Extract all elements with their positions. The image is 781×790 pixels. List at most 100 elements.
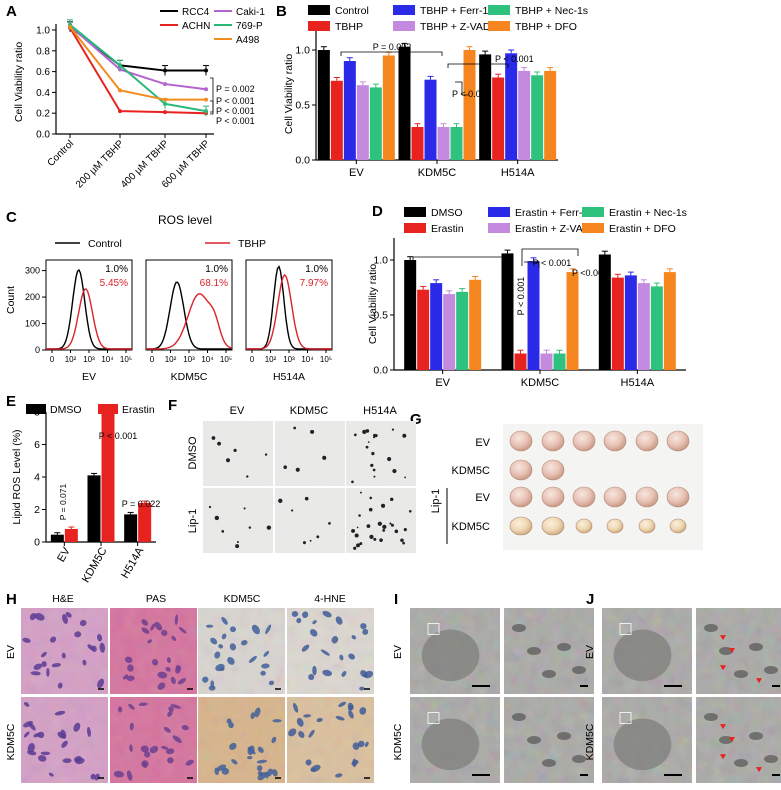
nucleus <box>99 642 105 653</box>
mitochondrion <box>557 732 571 740</box>
bar-tbhp-dfo-ev <box>382 55 395 160</box>
ytick-label: 0.0 <box>295 155 310 167</box>
tem-zoom-box <box>427 623 440 635</box>
hist-xtick-label: 10⁵ <box>120 355 132 364</box>
nucleus <box>228 721 234 729</box>
colony-dot <box>354 533 359 538</box>
hist-xtick-label: 0 <box>250 355 255 364</box>
nucleus <box>126 675 135 682</box>
nucleus <box>113 770 125 778</box>
colony-dot <box>387 456 392 462</box>
nucleus <box>210 637 218 645</box>
xtick-label-h514a: H514A <box>119 545 147 581</box>
nucleus <box>50 636 57 643</box>
bar-tbhp-ferr-1-h514a <box>505 53 518 160</box>
hist-xtick-label: 10² <box>65 355 77 364</box>
bar-tbhp-h514a <box>492 77 505 160</box>
legend-label-erastin-nec-1s: Erastin + Nec-1s <box>609 207 687 219</box>
ytick-label: 0.6 <box>36 67 50 78</box>
colony-dot <box>356 526 359 529</box>
colony-dot <box>246 475 249 478</box>
nucleus <box>40 751 51 756</box>
colony-dot <box>372 468 376 472</box>
bar-dmso-ev <box>50 534 64 542</box>
tumor-row0-1 <box>541 430 565 452</box>
annotation-p-3: P < 0.001 <box>216 116 255 126</box>
tem-texture <box>696 608 781 694</box>
colony-dot <box>266 525 272 530</box>
legend-swatch-tbhp <box>308 21 330 31</box>
colony-dot <box>283 465 287 469</box>
arrowhead-marker <box>756 678 762 684</box>
tumor-row2-5 <box>666 486 690 508</box>
nucleus <box>167 710 173 717</box>
nucleus <box>141 627 150 634</box>
annotation-p-1: P < 0.001 <box>216 96 255 106</box>
nucleus <box>305 759 312 766</box>
tumor-row1-0 <box>509 459 533 481</box>
legend-label-tbhp-ferr-1: TBHP + Ferr-1 <box>420 5 489 17</box>
tumor-row3-1 <box>541 516 565 536</box>
tem-iImgs-ev-low-mag <box>410 608 500 694</box>
colony-grain <box>203 488 273 553</box>
nucleus <box>38 755 47 762</box>
nucleus <box>265 624 272 635</box>
nucleus <box>335 715 345 721</box>
histogram-tbhp-curve-kdm5c <box>146 293 233 350</box>
colony-dot <box>310 429 315 434</box>
colony-dot <box>389 522 392 525</box>
nucleus <box>229 643 237 651</box>
nucleus <box>161 745 169 750</box>
bar-tbhp-nec-1s-kdm5c <box>450 127 463 160</box>
nucleus <box>171 635 177 641</box>
nucleus <box>308 674 315 681</box>
colony-dot <box>264 453 268 456</box>
histology-ev-4-hne <box>287 608 374 694</box>
colony-image-dmso-h514a <box>346 421 416 486</box>
mitochondrion <box>527 736 541 744</box>
nucleus <box>335 616 343 625</box>
legend-label-erastin-dfo: Erastin + DFO <box>609 223 676 235</box>
colony-dot <box>291 509 294 512</box>
annotation-p-b2: P < 0.001 <box>495 54 534 64</box>
colony-image-lip-1-kdm5c <box>275 488 345 553</box>
nucleus <box>165 748 175 755</box>
tem-zoom-box <box>619 623 632 635</box>
panel-letter-e: E <box>6 393 16 410</box>
panel-j-tem: EV KDM5C <box>584 607 781 783</box>
nucleus <box>34 613 45 621</box>
legend-label-769-p: 769-P <box>236 21 263 32</box>
panel-g-row-ev-2: EV <box>475 492 490 504</box>
tumor-row3-5 <box>669 518 687 534</box>
point-a498-3 <box>204 97 208 102</box>
ytick-label: 6 <box>34 439 40 451</box>
nucleus <box>303 714 311 718</box>
bar-tbhp-dfo-kdm5c <box>463 50 476 160</box>
panel-g-tumor-photo: EV KDM5C EV KDM5C Lip-1 <box>430 424 703 550</box>
nucleus <box>79 619 87 627</box>
colony-dot <box>379 538 383 542</box>
panel-letter-c: C <box>6 209 17 226</box>
nucleus <box>62 758 72 764</box>
colony-image-dmso-kdm5c <box>275 421 345 486</box>
panel-e-bar-chart: 02468Lipid ROS Level (%)EVKDM5CH514ADMSO… <box>11 404 160 585</box>
histogram-tbhp-pct-kdm5c: 68.1% <box>200 278 228 289</box>
sig-bracket-b2 <box>455 81 469 96</box>
mitochondrion <box>719 736 733 744</box>
ytick-label: 0.0 <box>373 365 388 377</box>
histology-texture <box>287 608 374 694</box>
legend-label-tbhp-z-vad: TBHP + Z-VAD <box>420 21 491 33</box>
colony-dot <box>226 458 230 463</box>
tem-iImgs-ev-high-mag <box>504 608 594 694</box>
nucleus <box>260 670 266 676</box>
point-a498-0 <box>68 24 72 29</box>
panel-h-col-kdm5c: KDM5C <box>224 593 261 605</box>
colony-image-lip-1-h514a <box>346 488 416 553</box>
annotation-p-e2: P = 0.022 <box>122 499 161 509</box>
nucleus <box>288 728 297 737</box>
bar-erastin-nec-1s-ev <box>456 291 469 370</box>
tumor-row3-0 <box>509 516 533 536</box>
